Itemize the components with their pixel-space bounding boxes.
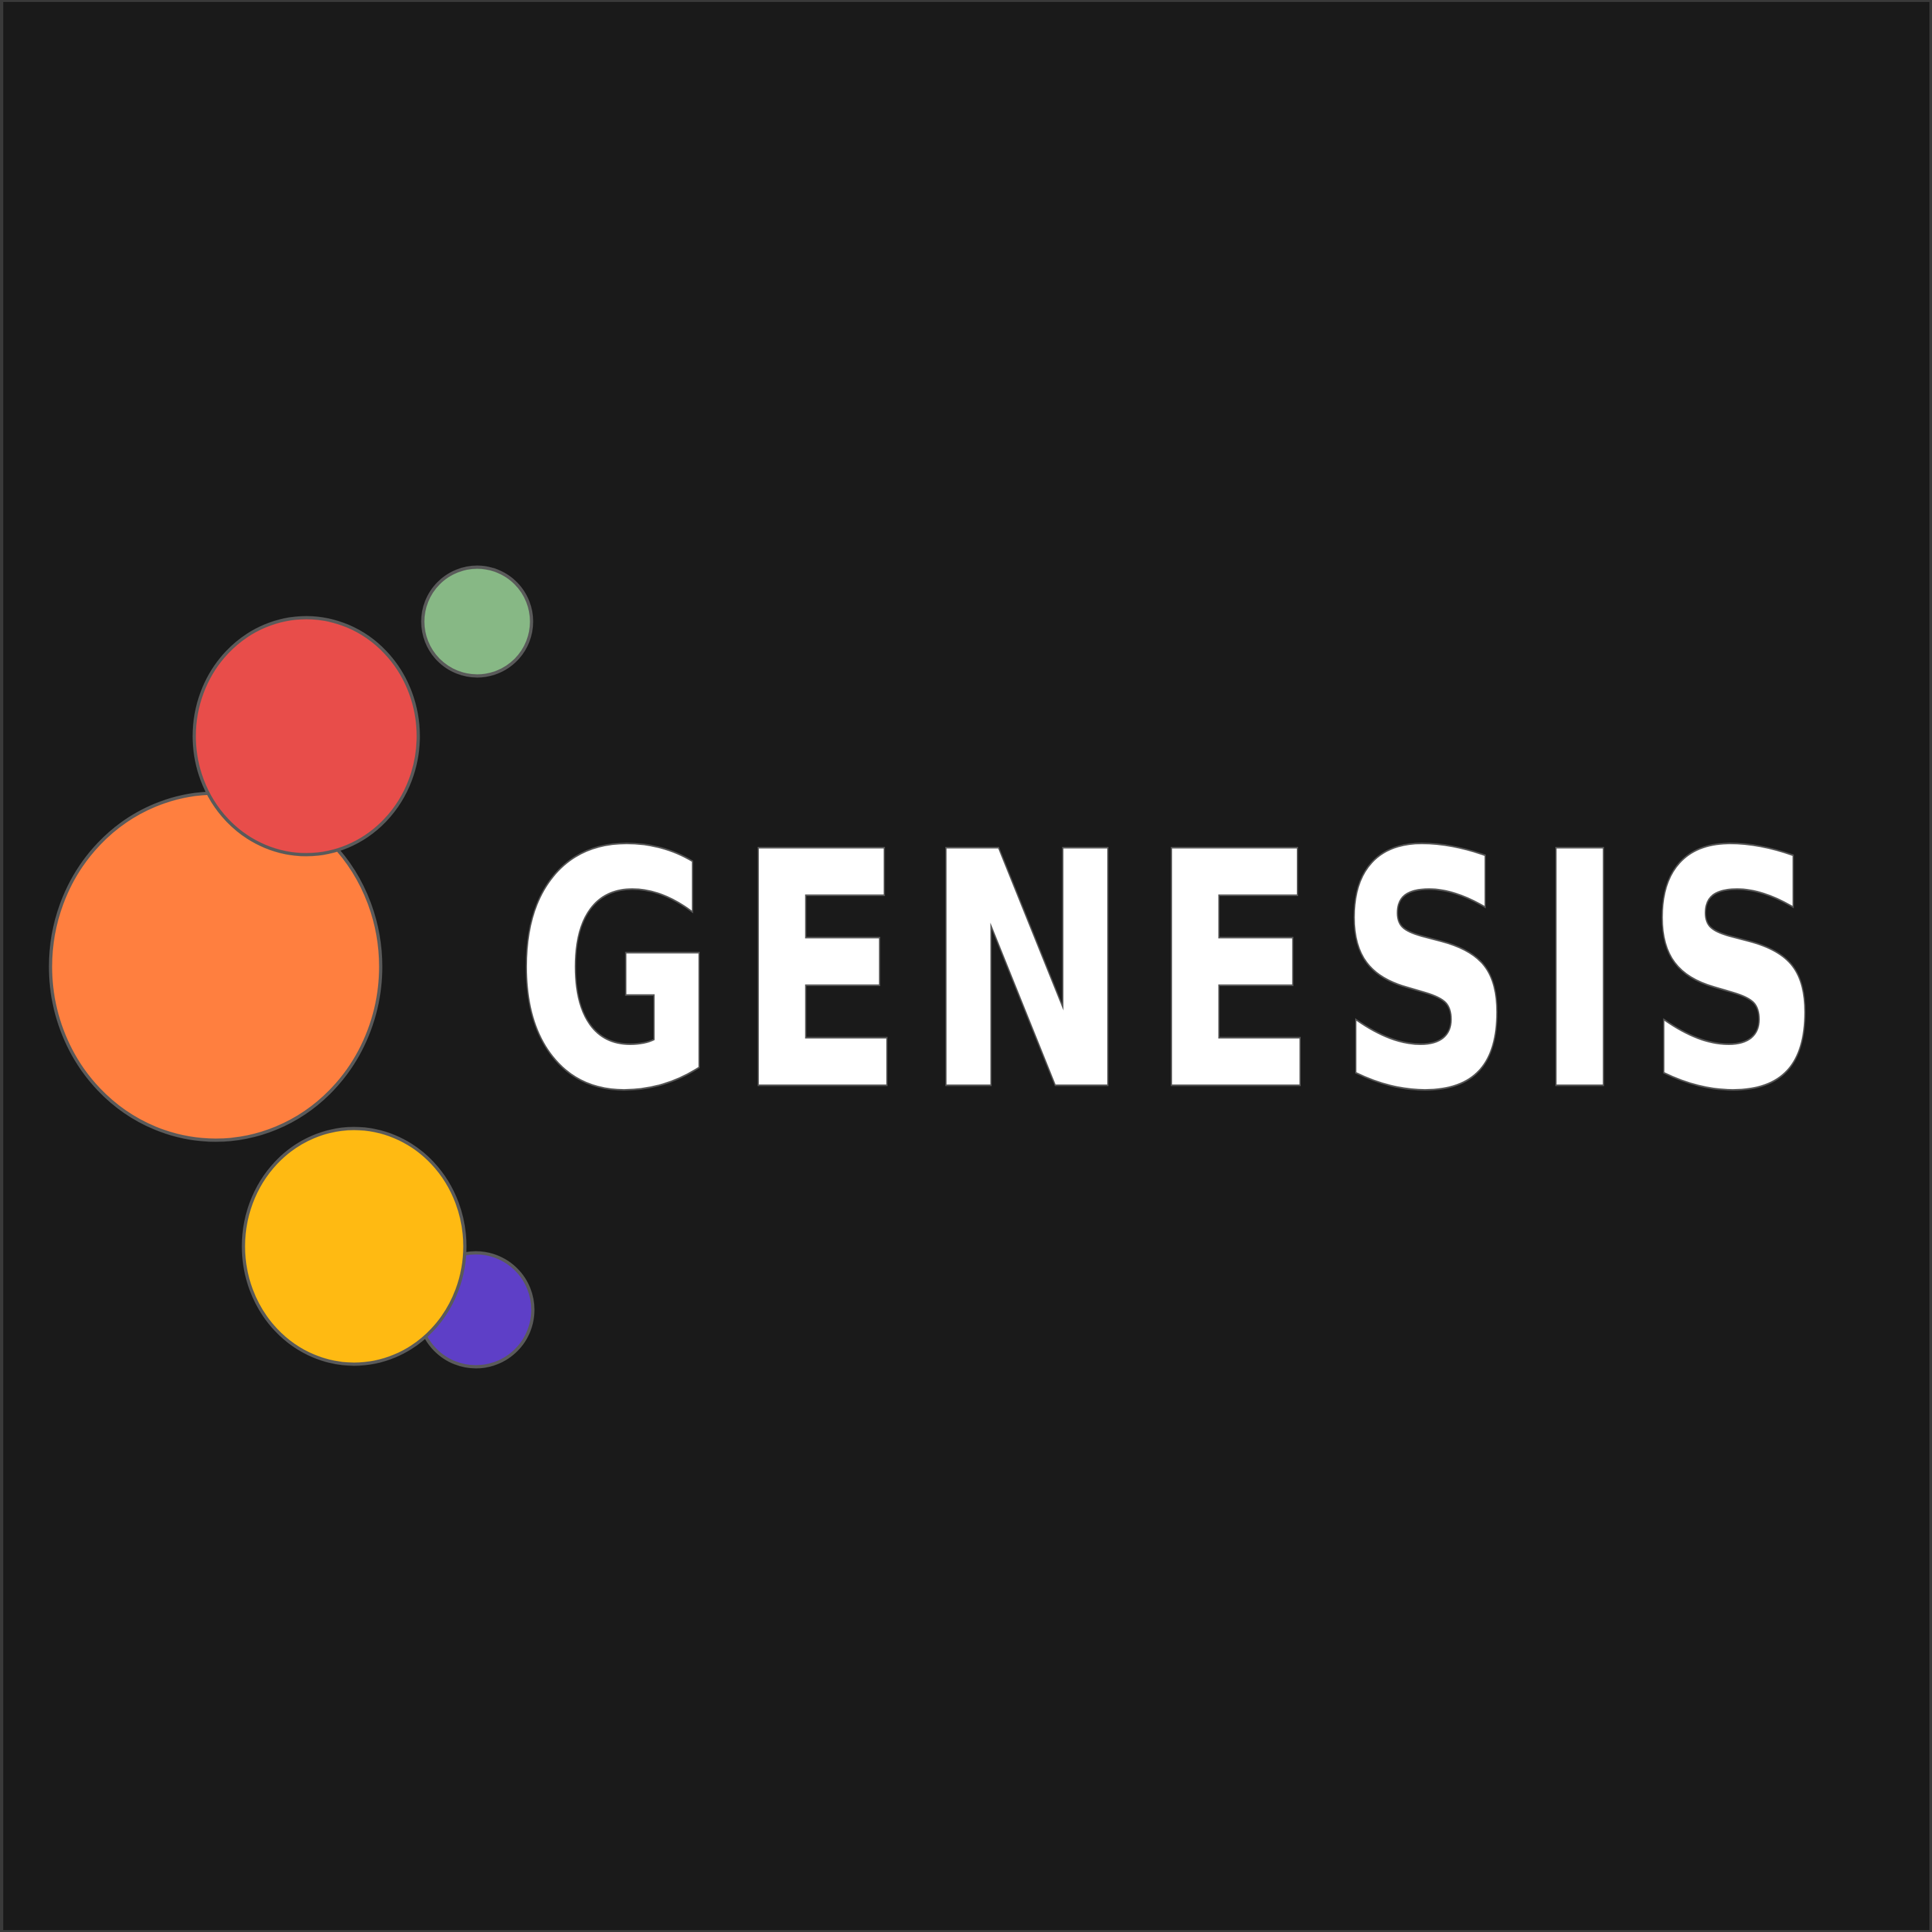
genesis-logo: GENESIS <box>49 565 1842 1369</box>
yellow-circle-icon <box>242 1127 467 1366</box>
red-circle-icon <box>192 616 420 857</box>
wordmark-text: GENESIS <box>515 784 1842 1161</box>
green-circle-icon <box>421 565 534 678</box>
